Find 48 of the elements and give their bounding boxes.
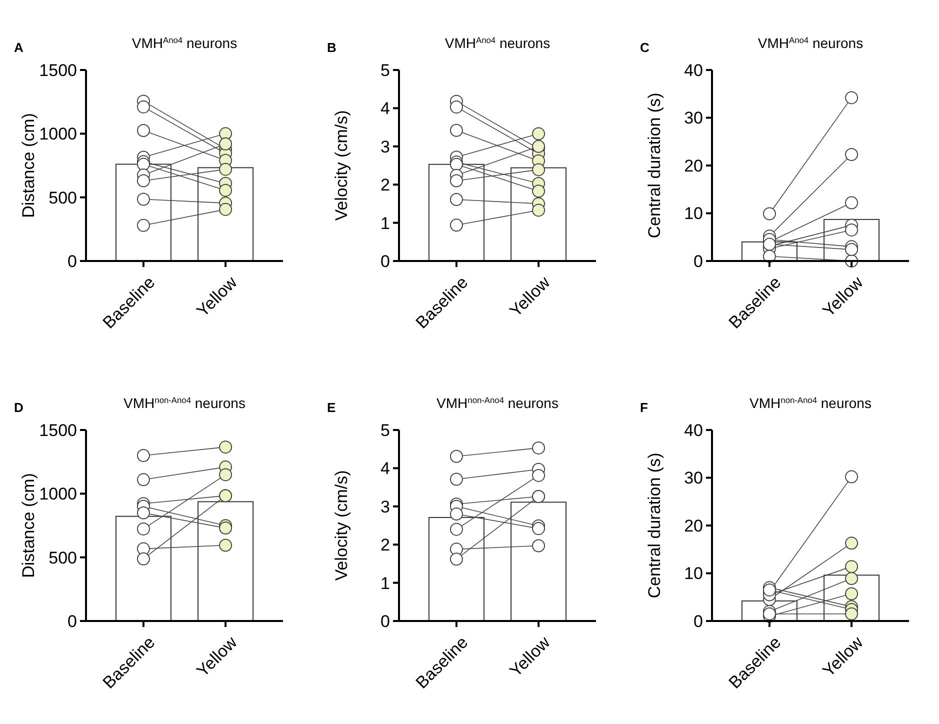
y-tick-label: 20	[684, 516, 703, 536]
y-tick-label: 2	[380, 536, 390, 555]
y-tick-label: 30	[684, 108, 703, 128]
y-tick-label: 40	[684, 420, 703, 440]
y-axis-title: Central duration (s)	[645, 92, 664, 238]
y-tick-label: 30	[684, 468, 703, 488]
y-tick-label: 10	[684, 564, 703, 584]
y-axis-title: Velocity (cm/s)	[332, 470, 351, 581]
chart-title: VMH$^{non-Ano4}$ neurons	[750, 395, 872, 411]
y-axis-title: Central duration (s)	[645, 452, 664, 598]
text: D	[14, 400, 24, 415]
y-tick-label: 0	[380, 612, 390, 631]
y-tick-label: 3	[380, 137, 390, 156]
y-axis-title: Distance (cm)	[19, 473, 38, 578]
y-tick-label: 0	[380, 252, 390, 271]
chart-title: VMH$^{non-Ano4}$ neurons	[436, 395, 558, 411]
chart-title: VMH$^{non-Ano4}$ neurons	[124, 395, 246, 411]
y-axis-title: Velocity (cm/s)	[332, 110, 351, 221]
text: E	[327, 400, 336, 415]
text: C	[640, 40, 650, 55]
y-tick-label: 1000	[39, 124, 77, 144]
y-tick-label: 10	[684, 204, 703, 224]
y-tick-label: 4	[380, 99, 390, 118]
text: B	[327, 40, 336, 55]
chart-title: VMH$^{Ano4}$ neurons	[758, 35, 864, 51]
y-tick-label: 1500	[39, 60, 77, 80]
y-tick-label: 2	[380, 176, 390, 195]
text: A	[14, 40, 24, 55]
chart-title: VMH$^{Ano4}$ neurons	[132, 35, 238, 51]
y-tick-label: 500	[48, 548, 77, 568]
y-tick-label: 500	[48, 188, 77, 208]
y-tick-label: 1000	[39, 484, 77, 504]
y-tick-label: 0	[694, 612, 703, 631]
chart-title: VMH$^{Ano4}$ neurons	[444, 35, 550, 51]
y-tick-label: 1500	[39, 420, 77, 440]
y-tick-label: 0	[68, 252, 77, 271]
y-tick-label: 3	[380, 497, 390, 516]
y-tick-label: 40	[684, 60, 703, 80]
y-tick-label: 20	[684, 156, 703, 176]
y-tick-label: 0	[694, 252, 703, 271]
y-tick-label: 1	[380, 574, 390, 593]
y-tick-label: 1	[380, 214, 390, 233]
y-tick-label: 0	[68, 612, 77, 631]
y-tick-label: 5	[380, 420, 390, 440]
y-axis-title: Distance (cm)	[19, 113, 38, 218]
y-tick-label: 4	[380, 459, 390, 478]
text: F	[640, 400, 648, 415]
y-tick-label: 5	[380, 60, 390, 80]
